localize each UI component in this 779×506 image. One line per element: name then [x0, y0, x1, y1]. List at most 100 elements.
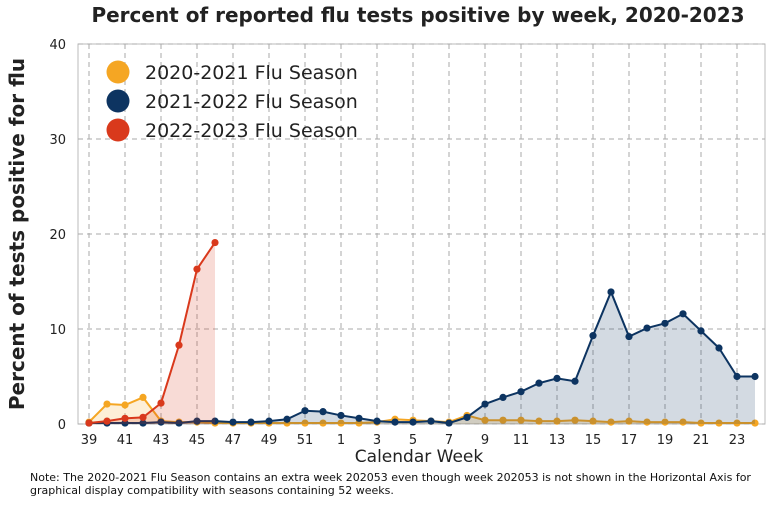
point	[409, 418, 417, 426]
point	[247, 418, 255, 426]
x-tick-label: 15	[585, 433, 602, 448]
point	[643, 324, 651, 332]
point	[265, 417, 273, 425]
point	[211, 238, 219, 247]
x-tick-label: 43	[153, 433, 170, 448]
point	[697, 419, 705, 427]
point	[229, 418, 237, 426]
x-tick-label: 5	[409, 433, 417, 448]
y-tick-label: 40	[49, 38, 66, 53]
footnote: Note: The 2020-2021 Flu Season contains …	[30, 471, 751, 497]
point	[679, 310, 687, 318]
x-tick-label: 21	[693, 433, 710, 448]
point	[355, 414, 363, 422]
point	[391, 418, 399, 426]
point	[319, 408, 327, 416]
point	[121, 414, 129, 422]
legend-label: 2022-2023 Flu Season	[145, 120, 358, 142]
point	[103, 417, 111, 425]
x-tick-label: 19	[657, 433, 674, 448]
x-tick-label: 1	[337, 433, 345, 448]
point	[157, 418, 165, 426]
point	[139, 413, 147, 421]
point	[121, 401, 129, 409]
point	[751, 419, 759, 427]
area	[89, 397, 755, 424]
x-tick-label: 3	[373, 433, 381, 448]
legend-marker	[106, 89, 130, 113]
y-tick-label: 0	[58, 418, 66, 433]
point	[445, 419, 453, 427]
point	[589, 417, 597, 425]
y-tick-label: 30	[49, 133, 66, 148]
legend-label: 2021-2022 Flu Season	[145, 91, 358, 113]
point	[301, 407, 309, 415]
point	[625, 417, 633, 425]
area	[89, 291, 755, 424]
chart: Percent of reported flu tests positive b…	[5, 3, 766, 467]
point	[373, 417, 381, 425]
point	[589, 332, 597, 340]
point	[103, 400, 111, 408]
x-tick-label: 41	[117, 433, 134, 448]
x-tick-label: 47	[225, 433, 242, 448]
point	[679, 418, 687, 426]
point	[661, 418, 669, 426]
legend-marker	[106, 118, 130, 142]
point	[175, 341, 183, 349]
legend-label: 2020-2021 Flu Season	[145, 62, 358, 84]
point	[661, 319, 669, 327]
point	[553, 374, 561, 382]
point	[535, 417, 543, 425]
point	[319, 419, 327, 427]
area	[89, 242, 215, 424]
point	[571, 377, 579, 385]
x-tick-label: 23	[729, 433, 746, 448]
point	[193, 265, 201, 273]
point	[499, 393, 507, 401]
x-tick-label: 7	[445, 433, 453, 448]
point	[517, 388, 525, 396]
point	[337, 411, 345, 420]
point	[139, 393, 147, 401]
point	[211, 417, 219, 425]
point	[85, 419, 93, 427]
x-tick-label: 49	[261, 433, 278, 448]
point	[715, 344, 723, 352]
point	[553, 417, 561, 425]
point	[175, 419, 183, 427]
point	[427, 417, 435, 425]
point	[625, 333, 633, 341]
y-tick-label: 20	[49, 228, 66, 243]
x-tick-label: 51	[297, 433, 314, 448]
point	[607, 288, 615, 296]
chart-title: Percent of reported flu tests positive b…	[91, 3, 744, 27]
point	[193, 417, 201, 425]
point	[733, 419, 741, 427]
x-tick-label: 11	[513, 433, 530, 448]
legend-marker	[106, 60, 130, 84]
point	[535, 379, 543, 387]
point	[481, 400, 489, 408]
x-tick-label: 45	[189, 433, 206, 448]
point	[697, 327, 705, 335]
x-tick-label: 13	[549, 433, 566, 448]
point	[301, 419, 309, 427]
point	[607, 418, 615, 426]
point	[481, 416, 489, 424]
y-tick-label: 10	[49, 323, 66, 338]
y-axis-label: Percent of tests positive for flu	[5, 58, 29, 410]
x-tick-label: 17	[621, 433, 638, 448]
x-tick-label: 39	[81, 433, 98, 448]
x-axis-label: Calendar Week	[355, 447, 484, 467]
point	[499, 416, 507, 424]
point	[157, 399, 165, 407]
point	[139, 419, 147, 427]
point	[571, 416, 579, 424]
point	[751, 372, 759, 381]
point	[733, 372, 741, 381]
point	[517, 416, 525, 424]
x-tick-label: 9	[481, 433, 489, 448]
point	[643, 418, 651, 426]
